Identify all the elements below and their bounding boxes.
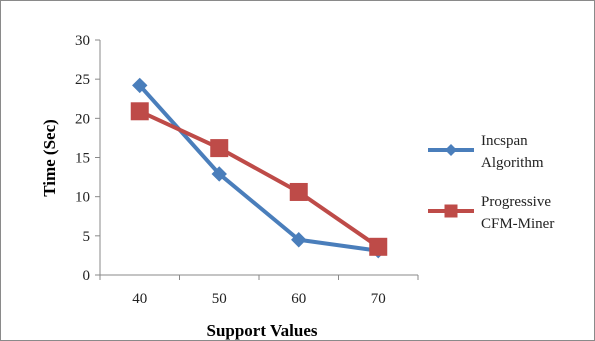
y-tick-label: 30 xyxy=(75,33,90,49)
data-point-square xyxy=(130,102,149,121)
x-tick-label: 60 xyxy=(291,291,306,307)
legend-marker-diamond xyxy=(445,144,457,156)
y-axis-title: Time (Sec) xyxy=(40,119,59,197)
y-tick-label: 15 xyxy=(75,151,90,167)
series-layer xyxy=(130,77,388,259)
x-axis-title: Support Values xyxy=(206,321,317,340)
y-tick-label: 25 xyxy=(75,72,90,88)
data-point-square xyxy=(369,237,388,256)
series-line-2 xyxy=(138,109,380,249)
y-tick-label: 20 xyxy=(75,111,90,127)
legend-label: Progressive xyxy=(481,194,551,210)
axes: 0 5 10 15 20 25 30 40 50 60 70 xyxy=(75,33,419,307)
legend-label: CFM-Miner xyxy=(481,216,554,232)
y-tick-label: 5 xyxy=(83,229,91,245)
legend-marker-square xyxy=(444,204,458,218)
x-tick-label: 50 xyxy=(212,291,227,307)
data-point-diamond xyxy=(291,232,307,248)
data-point-diamond xyxy=(211,166,227,182)
x-tick-label: 40 xyxy=(132,291,147,307)
legend-label: Incspan xyxy=(481,133,528,149)
legend-label: Algorithm xyxy=(481,155,544,171)
y-tick-label: 10 xyxy=(75,190,90,206)
y-tick-label: 0 xyxy=(83,268,91,284)
data-point-square xyxy=(210,139,229,158)
x-tick-label: 70 xyxy=(371,291,386,307)
data-point-square xyxy=(289,182,308,201)
data-point-diamond xyxy=(132,77,148,94)
legend: Incspan Algorithm Progressive CFM-Miner xyxy=(428,133,554,232)
